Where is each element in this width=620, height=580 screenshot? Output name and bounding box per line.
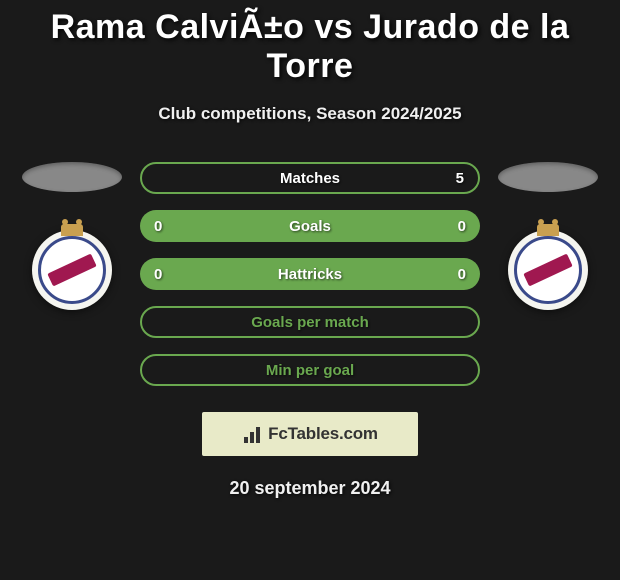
as-of-date: 20 september 2024 xyxy=(12,478,608,499)
badge-ring xyxy=(38,236,106,304)
right-club-badge xyxy=(508,230,588,310)
badge-ring xyxy=(514,236,582,304)
crown-icon xyxy=(61,224,83,236)
right-player-photo-placeholder xyxy=(498,162,598,192)
source-logo-panel: FcTables.com xyxy=(202,412,418,456)
stats-column: Matches 5 0 Goals 0 0 Hattricks 0 Goals per matc… xyxy=(140,162,480,386)
comparison-card: Rama CalviÃ±o vs Jurado de la Torre Club… xyxy=(0,0,620,507)
stat-label: Goals per match xyxy=(251,314,369,331)
page-subtitle: Club competitions, Season 2024/2025 xyxy=(12,104,608,124)
badge-stripe xyxy=(523,254,572,287)
stat-label: Matches xyxy=(280,170,340,187)
stat-label: Goals xyxy=(289,218,331,235)
page-title: Rama CalviÃ±o vs Jurado de la Torre xyxy=(12,8,608,86)
stat-right-value: 0 xyxy=(436,266,466,283)
stat-label: Min per goal xyxy=(266,362,354,379)
stat-label: Hattricks xyxy=(278,266,342,283)
source-logo-text: FcTables.com xyxy=(268,424,378,444)
left-club-badge xyxy=(32,230,112,310)
stat-right-value: 0 xyxy=(436,218,466,235)
stat-row-matches: Matches 5 xyxy=(140,162,480,194)
stat-row-goals-per-match: Goals per match xyxy=(140,306,480,338)
crown-icon xyxy=(537,224,559,236)
left-player-column xyxy=(22,162,122,310)
stat-right-value: 5 xyxy=(434,170,464,187)
stat-row-min-per-goal: Min per goal xyxy=(140,354,480,386)
left-player-photo-placeholder xyxy=(22,162,122,192)
main-area: Matches 5 0 Goals 0 0 Hattricks 0 Goals per matc… xyxy=(12,162,608,386)
bar-chart-icon xyxy=(242,425,262,443)
stat-row-hattricks: 0 Hattricks 0 xyxy=(140,258,480,290)
stat-row-goals: 0 Goals 0 xyxy=(140,210,480,242)
right-player-column xyxy=(498,162,598,310)
stat-left-value: 0 xyxy=(154,266,184,283)
badge-stripe xyxy=(47,254,96,287)
stat-left-value: 0 xyxy=(154,218,184,235)
